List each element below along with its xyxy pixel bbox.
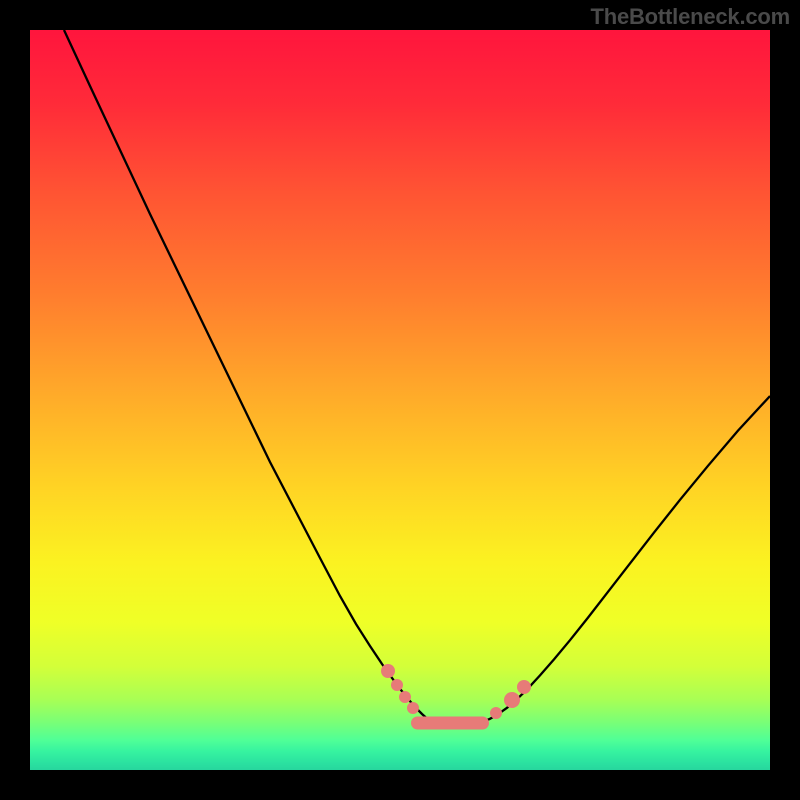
plot-background: [30, 30, 770, 770]
highlight-bar: [411, 717, 489, 730]
chart-svg: [0, 0, 800, 800]
highlight-dot: [407, 702, 419, 714]
highlight-dot: [391, 679, 403, 691]
watermark-text: TheBottleneck.com: [590, 4, 790, 30]
chart-frame: TheBottleneck.com: [0, 0, 800, 800]
highlight-dot: [399, 691, 411, 703]
highlight-dot: [504, 692, 520, 708]
highlight-dot: [517, 680, 531, 694]
highlight-dot: [381, 664, 395, 678]
highlight-dot: [490, 707, 502, 719]
